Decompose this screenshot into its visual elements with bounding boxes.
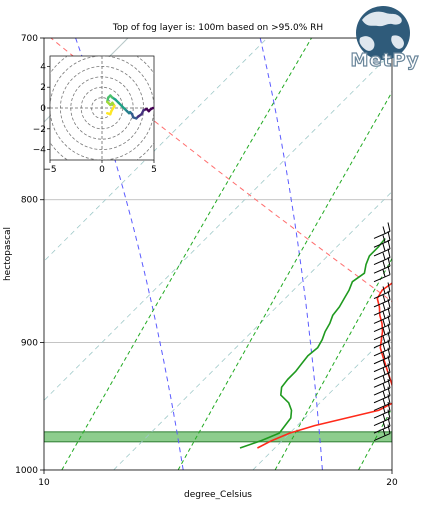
dewpoint-profile xyxy=(239,237,386,449)
plot-frame xyxy=(43,37,393,471)
hodograph-inset: −5 0 5 −4 −2 0 2 4 xyxy=(33,55,157,175)
isotherm-line xyxy=(252,330,392,470)
x-tick-label: 20 xyxy=(386,478,398,488)
x-axis-label: degree_Celsius xyxy=(184,490,252,500)
wind-barb xyxy=(373,257,391,274)
wind-barb xyxy=(373,409,391,427)
y-tick-label: 900 xyxy=(21,338,38,348)
logo-land-east xyxy=(391,35,404,49)
logo-wordmark: MetPy xyxy=(351,50,420,71)
hodograph-x-tick-label: 5 xyxy=(151,165,157,175)
isotherm-line xyxy=(44,51,392,401)
dry-adiabat xyxy=(50,38,392,303)
x-tick-label: 10 xyxy=(38,478,50,488)
wind-barb xyxy=(373,323,391,341)
hodograph-x-tick-label: 0 xyxy=(99,165,105,175)
mixing-ratio-line xyxy=(61,38,312,470)
wind-barb xyxy=(373,331,391,349)
moist-adiabat xyxy=(75,38,184,470)
wind-barb xyxy=(373,248,391,266)
hodograph-y-tick-label: −2 xyxy=(33,125,46,135)
wind-barb xyxy=(373,307,391,324)
wind-barb xyxy=(373,347,391,365)
wind-barb xyxy=(373,265,391,283)
wind-barb xyxy=(373,290,391,308)
y-tick-label: 800 xyxy=(21,196,38,206)
temperature-profile xyxy=(257,282,392,449)
wind-barb xyxy=(373,339,391,357)
wind-barb xyxy=(373,299,391,316)
hodograph-x-tick-label: −5 xyxy=(43,165,56,175)
hodograph-y-tick-label: 4 xyxy=(40,62,46,72)
wind-barb xyxy=(373,355,391,373)
wind-barb xyxy=(373,371,391,388)
wind-barb xyxy=(373,222,391,239)
y-tick-label: 700 xyxy=(21,34,38,44)
wind-barb xyxy=(373,401,391,419)
metpy-logo: MetPy xyxy=(350,6,420,72)
mixing-ratio-line xyxy=(177,90,392,470)
wind-barb xyxy=(373,231,391,248)
wind-barb xyxy=(373,239,391,257)
wind-barb xyxy=(373,394,391,411)
wind-barb xyxy=(373,282,391,299)
logo-land-north xyxy=(362,11,402,27)
wind-barb xyxy=(373,416,391,434)
moist-adiabat xyxy=(259,38,323,470)
isotherm-line xyxy=(113,191,392,470)
wind-barb xyxy=(373,363,391,380)
y-tick-label: 1000 xyxy=(15,466,38,476)
skewt-plot-area xyxy=(44,38,392,470)
hodograph-y-tick-label: 2 xyxy=(40,83,46,93)
wind-barb xyxy=(373,378,391,396)
y-axis-label: hectopascal xyxy=(3,227,13,281)
logo-land-south xyxy=(359,36,375,51)
chart-title: Top of fog layer is: 100m based on >95.0… xyxy=(112,23,323,33)
wind-barb xyxy=(373,386,391,404)
wind-barb xyxy=(373,424,391,442)
hodograph-y-tick-label: −4 xyxy=(33,146,47,156)
wind-barb xyxy=(373,315,391,333)
hodograph-segment xyxy=(105,111,112,116)
fog-layer-band xyxy=(44,431,392,443)
hodograph-y-tick-label: 0 xyxy=(40,104,46,114)
